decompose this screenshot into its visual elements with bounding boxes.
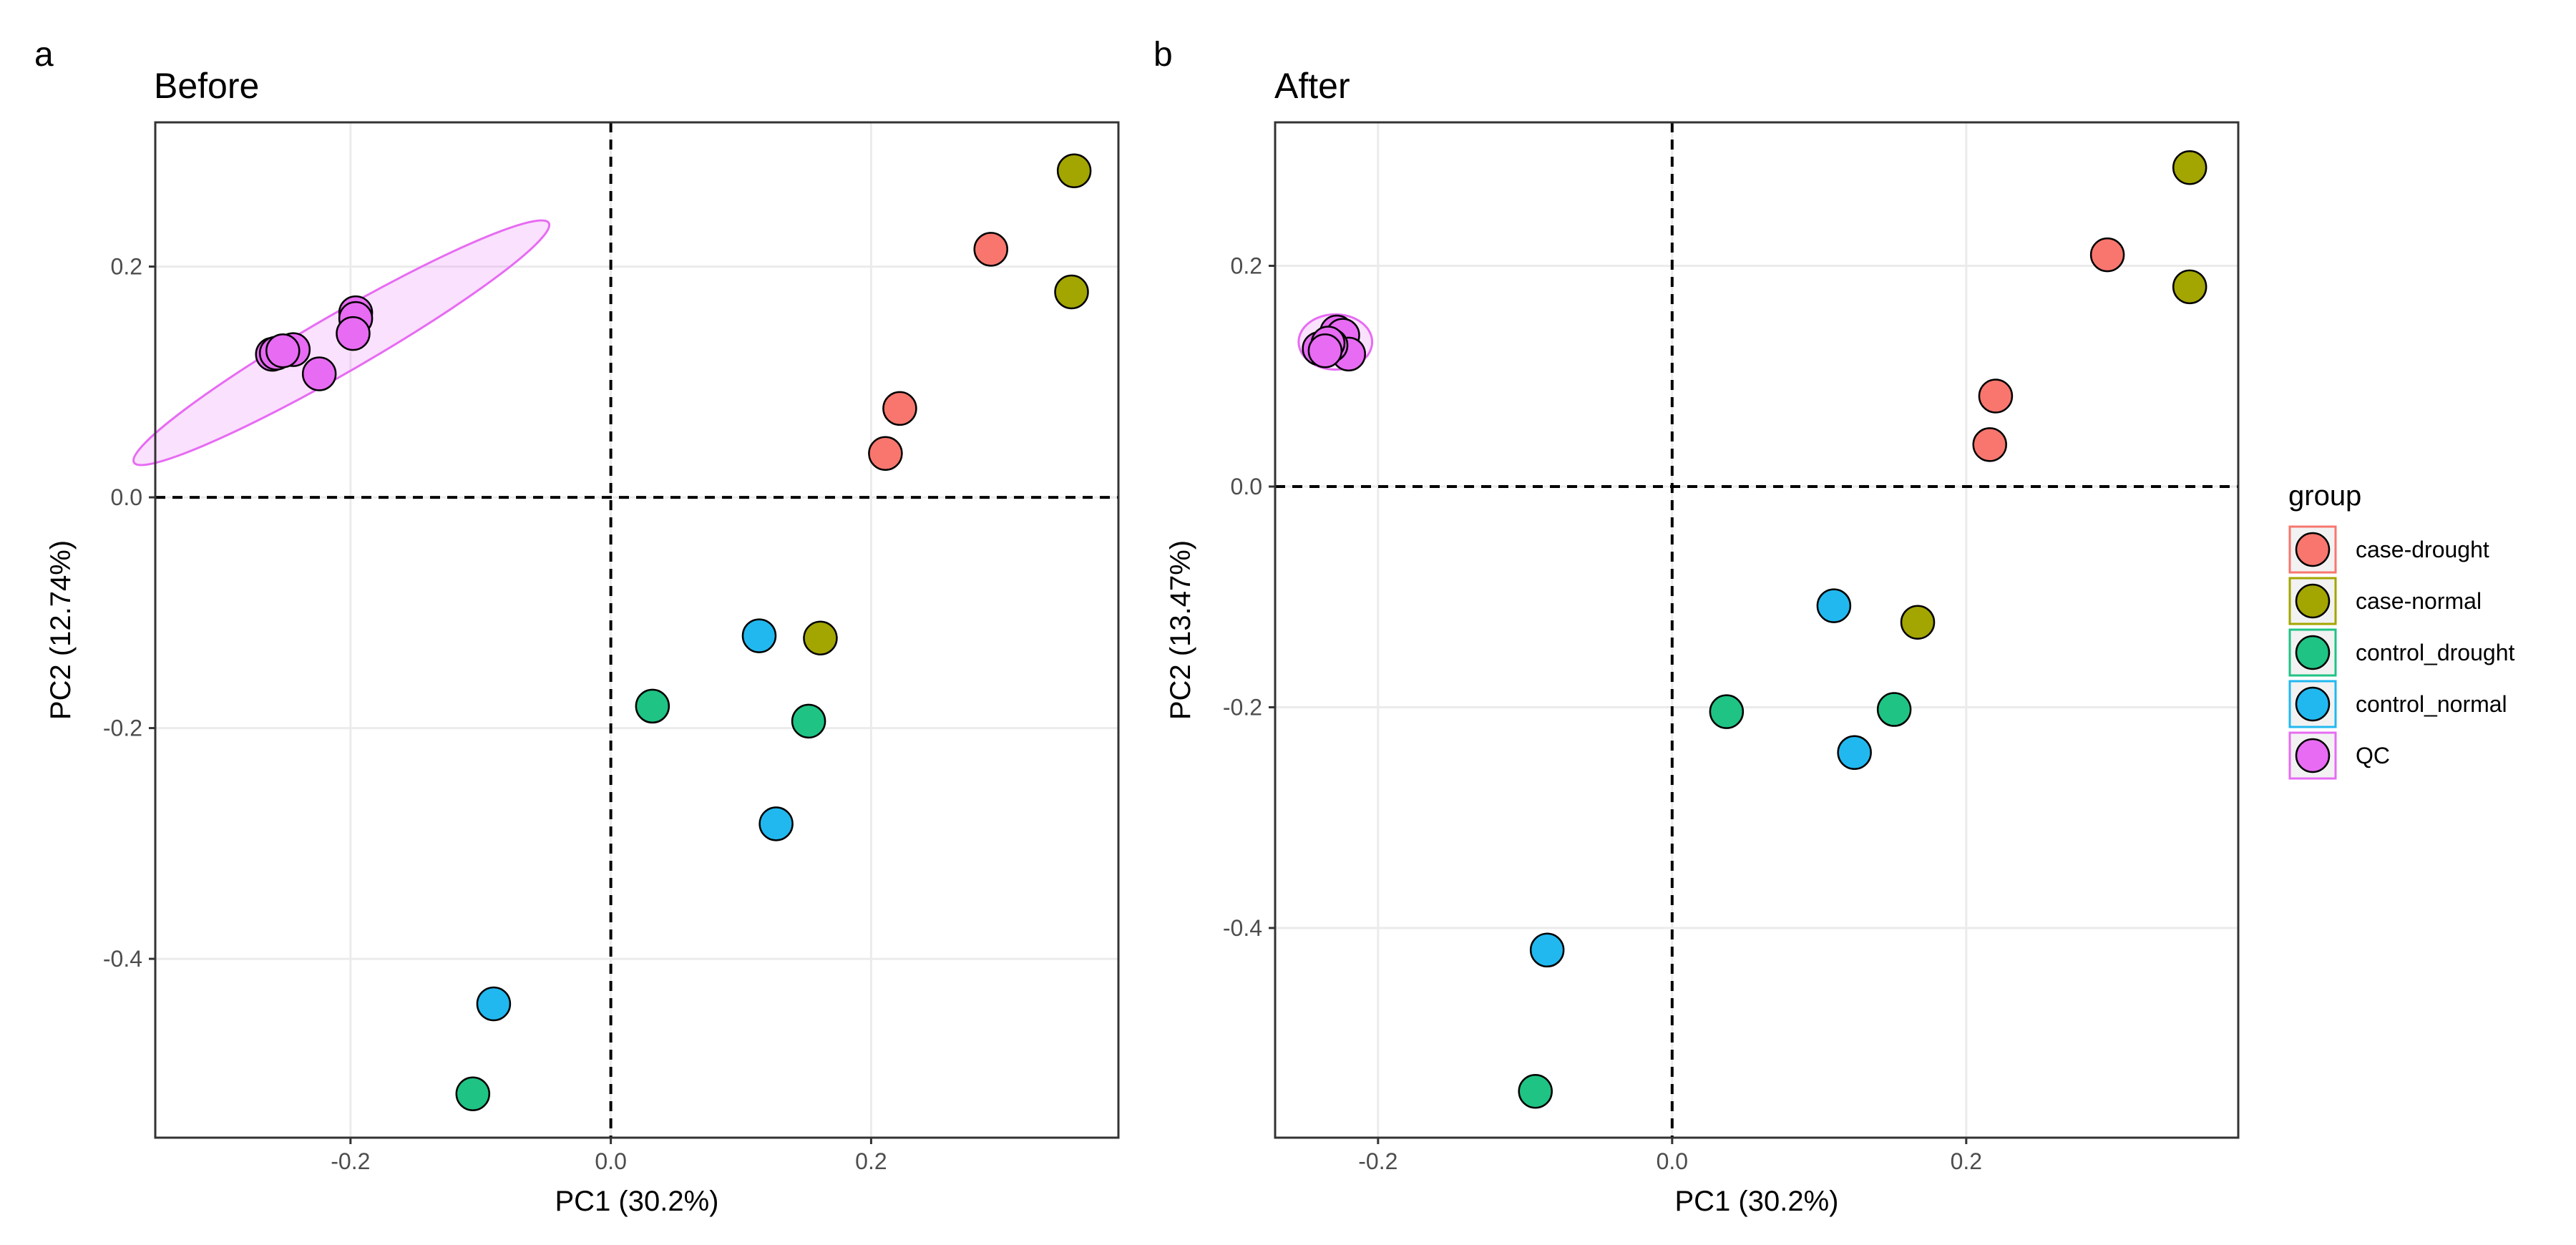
legend-item-QC: QC (2288, 731, 2390, 780)
legend-key-symbol (2295, 686, 2331, 722)
data-point-case-normal (2172, 269, 2207, 305)
panel-tag: a (34, 36, 54, 74)
y-tick-label: 0.0 (1231, 474, 1262, 499)
series-QC (1302, 314, 1366, 372)
legend-label: QC (2356, 743, 2390, 768)
x-tick-label: 0.2 (1951, 1148, 1982, 1174)
legend-item-control_drought: control_drought (2288, 628, 2514, 677)
y-axis-title: PC2 (13.47%) (1165, 540, 1196, 720)
y-tick-label: -0.2 (103, 716, 142, 741)
legend-key-symbol (2295, 583, 2331, 619)
data-point-control_drought (635, 688, 670, 724)
data-point-control_drought (791, 703, 826, 739)
plot-background (155, 122, 1118, 1138)
x-tick-label: 0.0 (1657, 1148, 1688, 1174)
legend-key-symbol (2295, 738, 2331, 773)
legend: group case-drought case-normal control_drou… (2288, 480, 2514, 780)
x-axis-title: PC1 (30.2%) (1675, 1186, 1839, 1217)
panel-title: Before (154, 66, 259, 106)
x-axis-title: PC1 (30.2%) (555, 1186, 719, 1217)
panel-b: b After -0.2 0.0 0.2 -0.4 -0.2 0.0 0.2 PC1 (30.2%… (1153, 36, 2240, 1217)
data-point-case-drought (973, 232, 1008, 267)
legend-item-case-drought: case-drought (2288, 525, 2489, 574)
data-point-control_normal (1816, 588, 1852, 623)
data-point-QC (1307, 333, 1343, 368)
y-axis-title: PC2 (12.74%) (45, 540, 77, 720)
legend-key-symbol (2295, 635, 2331, 670)
data-point-case-normal (1900, 605, 1936, 640)
legend-label: control_drought (2356, 640, 2514, 665)
series-case-drought (868, 232, 1008, 472)
data-point-case-drought (868, 436, 903, 472)
data-point-control_normal (741, 618, 777, 653)
data-point-QC (301, 356, 337, 391)
legend-label: case-normal (2356, 588, 2482, 614)
data-point-control_drought (455, 1076, 491, 1111)
data-point-control_normal (1837, 735, 1872, 770)
series-control_normal (476, 618, 794, 1022)
legend-item-control_normal: control_normal (2288, 680, 2507, 728)
data-point-case-normal (2172, 150, 2207, 185)
series-case-normal (1900, 150, 2207, 640)
data-point-control_normal (1529, 932, 1565, 968)
y-tick-label: 0.2 (1231, 253, 1262, 279)
x-tick-label: 0.0 (595, 1148, 626, 1174)
legend-title: group (2288, 480, 2361, 512)
data-point-control_drought (1876, 692, 1912, 727)
data-point-case-drought (1972, 427, 2007, 462)
data-point-control_normal (476, 986, 512, 1022)
legend-label: control_normal (2356, 691, 2507, 717)
y-tick-label: -0.2 (1223, 694, 1262, 720)
data-point-case-drought (882, 391, 917, 426)
data-point-control_normal (758, 806, 794, 841)
data-point-QC (265, 333, 301, 368)
y-tick-label: -0.4 (103, 946, 142, 972)
series-control_drought (455, 688, 826, 1111)
plot-border (154, 121, 1120, 1139)
y-tick-label: 0.0 (111, 484, 142, 510)
series-control_drought (1518, 692, 1912, 1109)
data-point-case-normal (1054, 274, 1089, 310)
series-QC (255, 295, 374, 391)
data-point-case-normal (803, 620, 838, 656)
legend-label: case-drought (2356, 537, 2489, 562)
data-point-control_drought (1518, 1073, 1553, 1109)
data-point-QC (336, 316, 371, 351)
panel-title: After (1274, 66, 1350, 106)
data-point-case-normal (1056, 153, 1092, 188)
data-point-case-drought (2089, 237, 2125, 273)
plot-border (1274, 121, 2240, 1139)
legend-key-symbol (2295, 532, 2331, 567)
data-point-case-drought (1978, 379, 2014, 414)
y-tick-label: 0.2 (111, 254, 142, 280)
panel-a: a Before -0.2 0.0 0.2 -0.4 -0.2 0.0 0.2 PC1 (30.2… (34, 36, 1120, 1217)
y-tick-label: -0.4 (1223, 915, 1262, 941)
series-control_normal (1529, 588, 1872, 968)
data-point-control_drought (1709, 694, 1745, 729)
plot-background (1275, 122, 2238, 1138)
x-tick-label: -0.2 (331, 1148, 370, 1174)
x-tick-label: -0.2 (1358, 1148, 1397, 1174)
panel-tag: b (1153, 36, 1173, 74)
series-case-normal (803, 153, 1092, 656)
series-case-drought (1972, 237, 2125, 462)
x-tick-label: 0.2 (855, 1148, 887, 1174)
legend-item-case-normal: case-normal (2288, 577, 2482, 625)
